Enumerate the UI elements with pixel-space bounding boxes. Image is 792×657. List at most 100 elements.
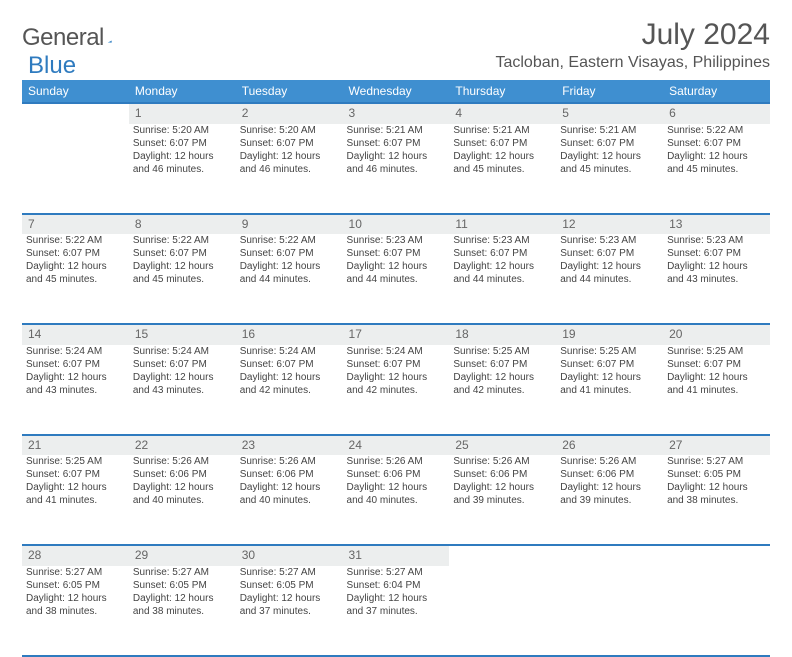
day-cell: Sunrise: 5:22 AMSunset: 6:07 PMDaylight:… — [236, 234, 343, 324]
week-row: Sunrise: 5:27 AMSunset: 6:05 PMDaylight:… — [22, 566, 770, 656]
day-cell: Sunrise: 5:21 AMSunset: 6:07 PMDaylight:… — [449, 124, 556, 214]
day-cell: Sunrise: 5:24 AMSunset: 6:07 PMDaylight:… — [236, 345, 343, 435]
day-number: 31 — [343, 545, 450, 566]
daylight-line: Daylight: 12 hours and 41 minutes. — [560, 371, 659, 397]
sunset-line: Sunset: 6:07 PM — [453, 247, 552, 260]
title-block: July 2024 Tacloban, Eastern Visayas, Phi… — [495, 18, 770, 72]
daynum-row: 78910111213 — [22, 214, 770, 235]
weekday-header: Sunday — [22, 80, 129, 103]
week-row: Sunrise: 5:22 AMSunset: 6:07 PMDaylight:… — [22, 234, 770, 324]
sunrise-line: Sunrise: 5:20 AM — [133, 124, 232, 137]
sunrise-line: Sunrise: 5:22 AM — [667, 124, 766, 137]
sunset-line: Sunset: 6:07 PM — [240, 137, 339, 150]
day-cell: Sunrise: 5:25 AMSunset: 6:07 PMDaylight:… — [556, 345, 663, 435]
day-cell: Sunrise: 5:24 AMSunset: 6:07 PMDaylight:… — [343, 345, 450, 435]
day-cell — [22, 124, 129, 214]
sunset-line: Sunset: 6:07 PM — [560, 358, 659, 371]
sunrise-line: Sunrise: 5:24 AM — [240, 345, 339, 358]
sunrise-line: Sunrise: 5:25 AM — [667, 345, 766, 358]
sunset-line: Sunset: 6:07 PM — [347, 247, 446, 260]
day-number: 1 — [129, 103, 236, 124]
day-cell: Sunrise: 5:22 AMSunset: 6:07 PMDaylight:… — [663, 124, 770, 214]
weekday-header-row: Sunday Monday Tuesday Wednesday Thursday… — [22, 80, 770, 103]
daylight-line: Daylight: 12 hours and 37 minutes. — [347, 592, 446, 618]
day-cell: Sunrise: 5:27 AMSunset: 6:04 PMDaylight:… — [343, 566, 450, 656]
sunrise-line: Sunrise: 5:25 AM — [560, 345, 659, 358]
day-number: 2 — [236, 103, 343, 124]
day-number: 5 — [556, 103, 663, 124]
sunrise-line: Sunrise: 5:27 AM — [347, 566, 446, 579]
daynum-row: 21222324252627 — [22, 435, 770, 456]
sunset-line: Sunset: 6:07 PM — [240, 247, 339, 260]
day-cell — [663, 566, 770, 656]
day-number: 26 — [556, 435, 663, 456]
sunrise-line: Sunrise: 5:20 AM — [240, 124, 339, 137]
daylight-line: Daylight: 12 hours and 41 minutes. — [26, 481, 125, 507]
weekday-header: Friday — [556, 80, 663, 103]
sunset-line: Sunset: 6:07 PM — [667, 247, 766, 260]
day-cell: Sunrise: 5:27 AMSunset: 6:05 PMDaylight:… — [663, 455, 770, 545]
daynum-row: 28293031 — [22, 545, 770, 566]
day-cell: Sunrise: 5:24 AMSunset: 6:07 PMDaylight:… — [129, 345, 236, 435]
day-cell: Sunrise: 5:25 AMSunset: 6:07 PMDaylight:… — [449, 345, 556, 435]
daylight-line: Daylight: 12 hours and 42 minutes. — [453, 371, 552, 397]
logo: General — [22, 24, 132, 52]
sunrise-line: Sunrise: 5:27 AM — [26, 566, 125, 579]
day-number: 28 — [22, 545, 129, 566]
sunset-line: Sunset: 6:07 PM — [347, 358, 446, 371]
daylight-line: Daylight: 12 hours and 45 minutes. — [453, 150, 552, 176]
day-cell: Sunrise: 5:25 AMSunset: 6:07 PMDaylight:… — [22, 455, 129, 545]
day-cell: Sunrise: 5:22 AMSunset: 6:07 PMDaylight:… — [129, 234, 236, 324]
sunset-line: Sunset: 6:05 PM — [240, 579, 339, 592]
calendar-table: Sunday Monday Tuesday Wednesday Thursday… — [22, 80, 770, 657]
daylight-line: Daylight: 12 hours and 44 minutes. — [560, 260, 659, 286]
day-number: 25 — [449, 435, 556, 456]
sunset-line: Sunset: 6:04 PM — [347, 579, 446, 592]
day-number: 17 — [343, 324, 450, 345]
weekday-header: Tuesday — [236, 80, 343, 103]
logo-text-blue: Blue — [28, 52, 76, 80]
sunset-line: Sunset: 6:07 PM — [240, 358, 339, 371]
sunrise-line: Sunrise: 5:21 AM — [347, 124, 446, 137]
sunrise-line: Sunrise: 5:22 AM — [26, 234, 125, 247]
location-subtitle: Tacloban, Eastern Visayas, Philippines — [495, 54, 770, 72]
sunrise-line: Sunrise: 5:24 AM — [347, 345, 446, 358]
sunset-line: Sunset: 6:07 PM — [26, 358, 125, 371]
daynum-row: 14151617181920 — [22, 324, 770, 345]
sunset-line: Sunset: 6:07 PM — [133, 247, 232, 260]
day-cell: Sunrise: 5:27 AMSunset: 6:05 PMDaylight:… — [22, 566, 129, 656]
daynum-row: 123456 — [22, 103, 770, 124]
day-number: 27 — [663, 435, 770, 456]
day-number: 4 — [449, 103, 556, 124]
sunrise-line: Sunrise: 5:26 AM — [560, 455, 659, 468]
sunrise-line: Sunrise: 5:25 AM — [26, 455, 125, 468]
week-row: Sunrise: 5:20 AMSunset: 6:07 PMDaylight:… — [22, 124, 770, 214]
sunrise-line: Sunrise: 5:26 AM — [347, 455, 446, 468]
sunset-line: Sunset: 6:05 PM — [26, 579, 125, 592]
day-number — [663, 545, 770, 566]
day-cell: Sunrise: 5:25 AMSunset: 6:07 PMDaylight:… — [663, 345, 770, 435]
day-number: 11 — [449, 214, 556, 235]
day-number: 9 — [236, 214, 343, 235]
daylight-line: Daylight: 12 hours and 43 minutes. — [26, 371, 125, 397]
day-number: 6 — [663, 103, 770, 124]
day-cell: Sunrise: 5:21 AMSunset: 6:07 PMDaylight:… — [556, 124, 663, 214]
daylight-line: Daylight: 12 hours and 43 minutes. — [667, 260, 766, 286]
sunset-line: Sunset: 6:06 PM — [133, 468, 232, 481]
daylight-line: Daylight: 12 hours and 45 minutes. — [560, 150, 659, 176]
logo-triangle-icon — [108, 30, 112, 46]
day-number: 14 — [22, 324, 129, 345]
day-cell: Sunrise: 5:21 AMSunset: 6:07 PMDaylight:… — [343, 124, 450, 214]
sunset-line: Sunset: 6:07 PM — [133, 137, 232, 150]
sunset-line: Sunset: 6:06 PM — [453, 468, 552, 481]
header: General July 2024 Tacloban, Eastern Visa… — [22, 18, 770, 72]
day-number: 18 — [449, 324, 556, 345]
daylight-line: Daylight: 12 hours and 43 minutes. — [133, 371, 232, 397]
sunset-line: Sunset: 6:06 PM — [347, 468, 446, 481]
daylight-line: Daylight: 12 hours and 42 minutes. — [347, 371, 446, 397]
daylight-line: Daylight: 12 hours and 44 minutes. — [347, 260, 446, 286]
daylight-line: Daylight: 12 hours and 40 minutes. — [133, 481, 232, 507]
day-number — [449, 545, 556, 566]
day-cell: Sunrise: 5:26 AMSunset: 6:06 PMDaylight:… — [449, 455, 556, 545]
daylight-line: Daylight: 12 hours and 38 minutes. — [26, 592, 125, 618]
